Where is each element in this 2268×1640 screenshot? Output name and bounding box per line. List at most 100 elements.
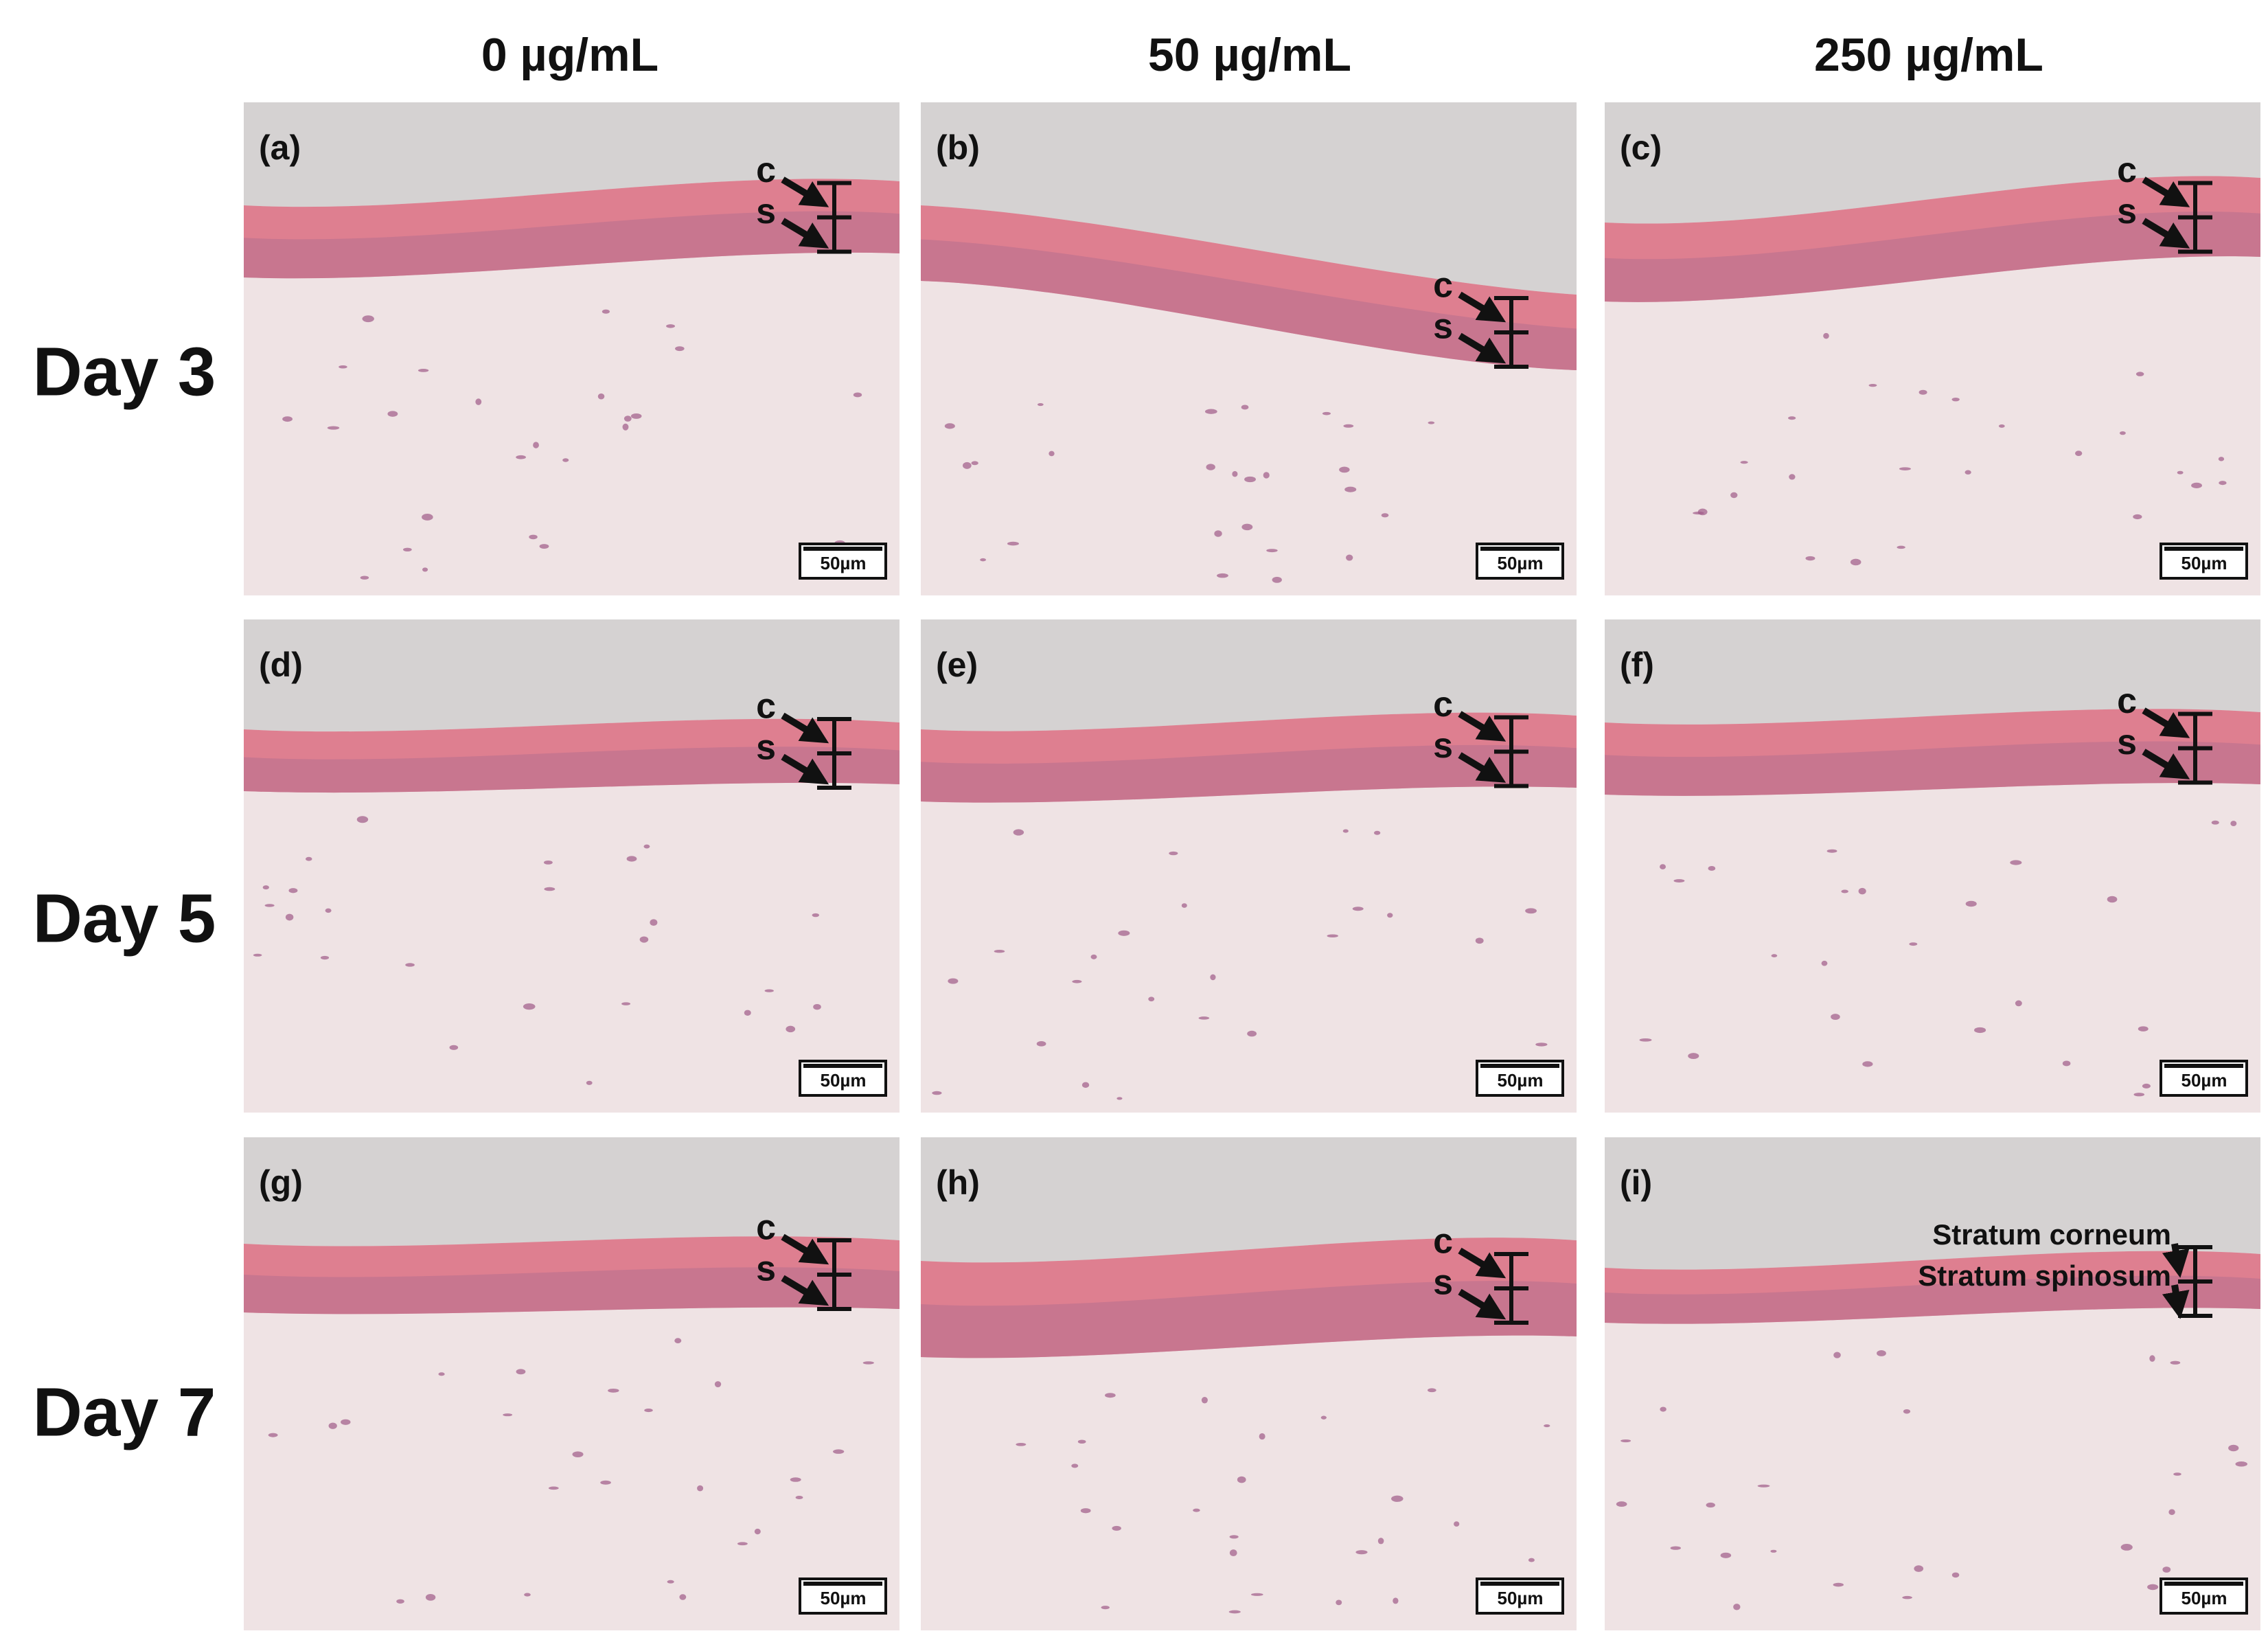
panel-label: (c) xyxy=(1620,128,1662,167)
cell xyxy=(621,1002,631,1005)
arrow xyxy=(2162,1284,2190,1319)
cell xyxy=(1670,1546,1681,1550)
medium-background xyxy=(921,1137,1577,1263)
cell xyxy=(1914,1565,1924,1572)
cell xyxy=(282,416,293,422)
cell xyxy=(264,904,275,907)
cell xyxy=(2075,451,2083,456)
cell xyxy=(1105,1393,1116,1398)
cell xyxy=(1081,1082,1090,1089)
cell xyxy=(1858,887,1866,895)
cell xyxy=(1250,1593,1263,1596)
cell xyxy=(1071,1464,1079,1468)
cell xyxy=(1336,1599,1342,1606)
cell xyxy=(1833,1582,1844,1587)
cell xyxy=(608,1388,619,1393)
cell xyxy=(2235,1461,2248,1467)
medium-background xyxy=(1605,102,2260,224)
medium-background xyxy=(244,619,900,732)
cell xyxy=(339,365,347,369)
cell xyxy=(754,1528,761,1535)
arrow xyxy=(1458,291,1507,323)
cell xyxy=(1201,1396,1208,1404)
cell xyxy=(539,544,549,549)
cell xyxy=(1639,1038,1652,1042)
cell xyxy=(1214,530,1222,537)
cell xyxy=(1454,1521,1460,1527)
cell xyxy=(1544,1424,1550,1428)
cell xyxy=(764,989,774,992)
cell xyxy=(1259,1433,1265,1440)
spinosum-layer xyxy=(921,239,1577,370)
scale-label: 50µm xyxy=(820,1070,866,1091)
scale-label: 50µm xyxy=(1497,1070,1543,1091)
cell xyxy=(422,514,433,521)
cell xyxy=(2162,1567,2171,1573)
cell xyxy=(2119,431,2126,435)
cell xyxy=(630,413,642,419)
spinosum-layer xyxy=(244,1267,900,1314)
cell xyxy=(417,368,429,372)
arrow xyxy=(781,712,829,744)
cell xyxy=(360,576,369,580)
cell xyxy=(1229,1535,1239,1539)
cell xyxy=(737,1542,748,1546)
spinosum-label: s xyxy=(2117,722,2137,762)
cell xyxy=(1428,421,1435,424)
panel-label: (b) xyxy=(936,128,980,167)
cell xyxy=(600,1480,611,1485)
cell xyxy=(586,1080,593,1085)
cell xyxy=(1237,1476,1246,1483)
panel: (i) Stratum corneum Stratum spinosum 50µm xyxy=(1605,1137,2260,1630)
cell xyxy=(744,1010,751,1016)
cell xyxy=(1528,1558,1535,1562)
spinosum-layer xyxy=(1605,741,2260,796)
cell xyxy=(285,913,294,921)
cell xyxy=(2010,860,2022,865)
cell xyxy=(1217,573,1228,578)
cell xyxy=(626,856,637,862)
cell xyxy=(812,913,820,918)
panel-label: (d) xyxy=(259,646,303,684)
cell xyxy=(356,816,369,823)
cell xyxy=(1909,942,1918,946)
scale-label: 50µm xyxy=(2181,553,2227,573)
cell xyxy=(422,567,428,572)
cell xyxy=(1346,554,1353,561)
cell xyxy=(2219,481,2227,486)
cell xyxy=(1377,1538,1384,1545)
cell xyxy=(1198,1016,1210,1020)
cell xyxy=(543,860,553,865)
cell xyxy=(667,1580,674,1584)
arrow xyxy=(1458,332,1507,364)
cell xyxy=(1327,934,1338,938)
cell xyxy=(1951,397,1960,402)
cell xyxy=(262,885,269,890)
panel: (f) cs 50µm xyxy=(1605,619,2260,1113)
cell xyxy=(1244,476,1256,483)
scale-label: 50µm xyxy=(2181,1070,2227,1091)
cell xyxy=(2228,1444,2239,1452)
cell xyxy=(396,1599,404,1604)
cell xyxy=(2173,1472,2181,1476)
cell xyxy=(1823,332,1829,339)
cell xyxy=(675,346,685,352)
cell xyxy=(1339,466,1350,473)
corneum-label: c xyxy=(1433,1222,1453,1262)
cell xyxy=(2015,1000,2022,1007)
row-label: Day 3 xyxy=(33,333,216,410)
cell xyxy=(1228,1610,1241,1614)
cell xyxy=(2230,821,2237,826)
cell xyxy=(268,1433,278,1437)
cell xyxy=(2133,514,2142,520)
cell xyxy=(2107,896,2118,903)
cell xyxy=(327,426,340,430)
cell xyxy=(1266,549,1278,553)
cell xyxy=(714,1381,722,1388)
cell xyxy=(932,1091,942,1095)
arrow xyxy=(2142,707,2190,738)
cell xyxy=(1771,954,1778,958)
cell xyxy=(1620,1439,1631,1443)
cell xyxy=(328,1422,337,1429)
cell xyxy=(1229,1549,1237,1557)
